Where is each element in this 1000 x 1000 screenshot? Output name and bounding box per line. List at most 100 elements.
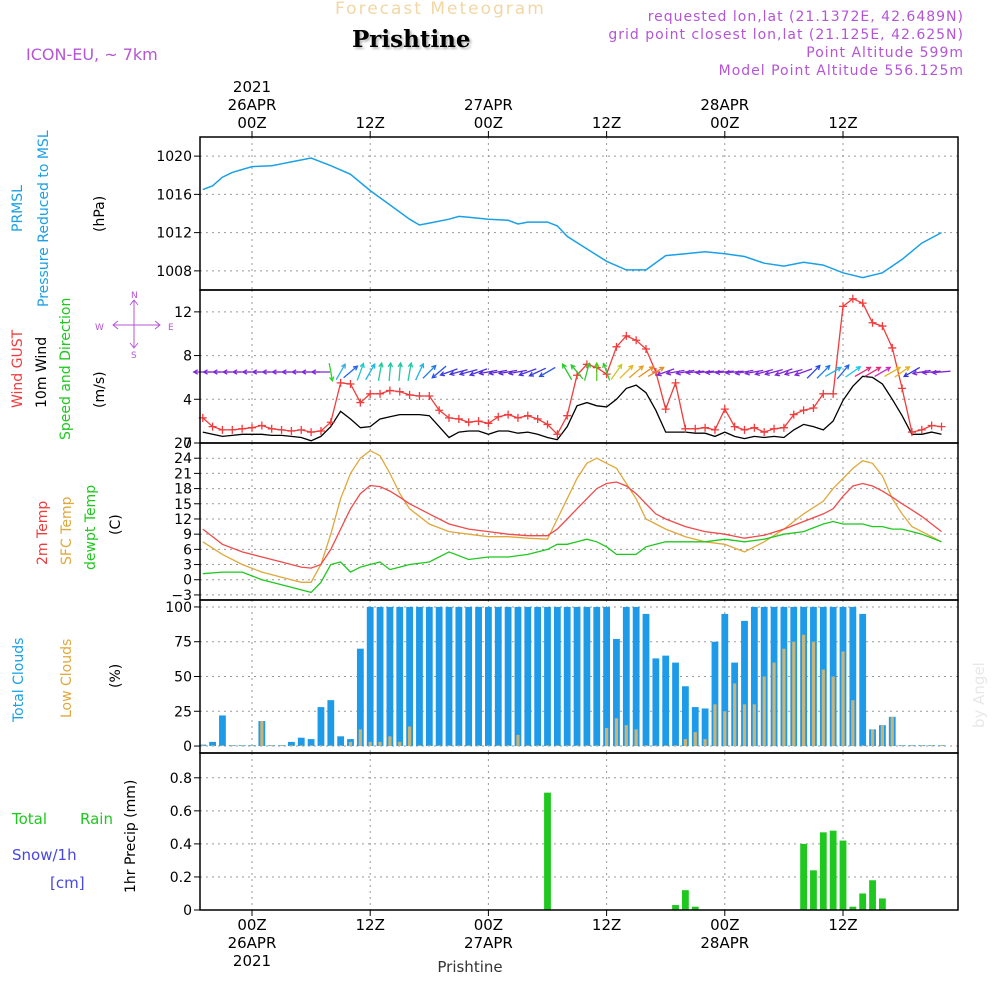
low-cloud-bar bbox=[201, 745, 205, 747]
wind-arrow-head bbox=[911, 370, 918, 376]
gust-point bbox=[277, 425, 286, 434]
gust-point bbox=[671, 378, 680, 387]
y-tick-label: 3 bbox=[183, 558, 192, 574]
low-cloud-bar bbox=[605, 727, 609, 747]
low-cloud-bar bbox=[742, 704, 747, 747]
wind-arrow-head bbox=[538, 372, 545, 378]
compass-n: N bbox=[131, 291, 138, 301]
wind-arrow-icon bbox=[448, 369, 468, 376]
wind-arrow-shaft bbox=[775, 368, 793, 376]
wind-arrow-shaft bbox=[431, 365, 447, 379]
time-label-bottom: 00Z bbox=[237, 916, 266, 934]
low-cloud-bar bbox=[831, 676, 835, 747]
low-cloud-bar bbox=[920, 745, 924, 747]
time-label-bottom: 12Z bbox=[592, 916, 621, 934]
wind-arrow-shaft bbox=[765, 369, 783, 375]
wind-arrow-head bbox=[468, 371, 475, 377]
wind-arrow-icon bbox=[874, 366, 892, 378]
wind-arrow-icon bbox=[570, 364, 584, 380]
low-cloud-bar bbox=[624, 725, 628, 747]
credit-watermark: by Angel bbox=[970, 662, 988, 728]
wind-arrow-icon bbox=[431, 365, 447, 379]
wind-arrow-head bbox=[602, 362, 608, 369]
total-cloud-bar bbox=[386, 606, 394, 747]
total-cloud-bar bbox=[524, 606, 532, 747]
wind-arrow-icon bbox=[583, 361, 591, 381]
pressure-label-2: Pressure Reduced to MSL bbox=[36, 130, 52, 307]
wind-arrow-icon bbox=[422, 364, 437, 379]
gust-point bbox=[632, 336, 641, 345]
wind-arrow-shaft bbox=[666, 369, 685, 375]
low-cloud-bar bbox=[348, 741, 353, 747]
wind-arrow-icon bbox=[594, 361, 600, 381]
rain-label: Rain bbox=[80, 810, 113, 828]
wind-arrow-head bbox=[352, 365, 359, 371]
wind-arrow-shaft bbox=[903, 366, 921, 378]
total-label: Total bbox=[11, 810, 47, 828]
wind-arrow-icon bbox=[744, 369, 764, 376]
total-cloud-bar bbox=[593, 606, 601, 747]
low-cloud-bar bbox=[388, 736, 392, 747]
wind-arrow-icon bbox=[714, 369, 734, 376]
y-tick-label: 100 bbox=[165, 600, 192, 616]
wind-arrow-icon bbox=[610, 363, 623, 380]
time-label-top: 28APR bbox=[700, 96, 749, 114]
wind-arrow-head bbox=[734, 370, 741, 376]
gust-point bbox=[789, 410, 798, 419]
y-tick-label: 15 bbox=[174, 497, 192, 513]
low-cloud-bar bbox=[260, 721, 264, 747]
wind-arrow-icon bbox=[902, 366, 921, 378]
gust-point bbox=[208, 422, 217, 431]
wind-arrow-icon bbox=[724, 369, 744, 376]
wind-arrow-head bbox=[628, 364, 634, 371]
time-label-bottom: 26APR bbox=[228, 934, 277, 952]
low-cloud-bar bbox=[733, 683, 737, 747]
wind-arrow-head bbox=[518, 371, 524, 377]
y-tick-label: 1008 bbox=[156, 264, 192, 280]
wind-arrow-head bbox=[724, 369, 731, 376]
wind-arrow-shaft bbox=[562, 363, 573, 381]
temp-unit: (C) bbox=[108, 514, 124, 535]
wind-arrow-head bbox=[378, 361, 384, 368]
y-tick-label: 12 bbox=[174, 305, 192, 321]
wind-arrow-head bbox=[340, 362, 346, 369]
total-cloud-bar bbox=[406, 606, 413, 747]
low-cloud-bar bbox=[870, 729, 875, 747]
total-cloud-bar bbox=[711, 641, 719, 747]
compass-w: W bbox=[95, 323, 104, 333]
gust-point bbox=[395, 387, 404, 396]
low-cloud-bar bbox=[299, 745, 303, 747]
gust-point bbox=[819, 389, 828, 398]
gust-point bbox=[622, 331, 631, 340]
wind-arrow-head bbox=[815, 364, 821, 371]
wind-arrow-head bbox=[300, 369, 307, 375]
total-cloud-bar bbox=[750, 606, 758, 747]
gust-point bbox=[425, 392, 434, 401]
wind-arrow-icon bbox=[694, 369, 715, 376]
wind-arrow-icon bbox=[836, 364, 850, 380]
total-cloud-bar bbox=[691, 707, 699, 747]
wind-arrow-head bbox=[675, 370, 682, 376]
wind-arrow-head bbox=[370, 362, 376, 369]
wind-arrow-icon bbox=[497, 369, 518, 376]
low-cloud-bar bbox=[230, 745, 234, 747]
wind-arrow-shaft bbox=[874, 366, 891, 378]
gust-point bbox=[848, 294, 857, 303]
wind-arrow-icon bbox=[562, 362, 573, 381]
total-cloud-bar bbox=[435, 606, 443, 747]
low-cloud-bar bbox=[693, 732, 697, 747]
total-cloud-bar bbox=[613, 638, 620, 747]
wind-arrow-head bbox=[290, 369, 297, 375]
wind-arrow-head bbox=[431, 364, 437, 371]
low-cloud-bar bbox=[880, 725, 884, 747]
wind-arrow-icon bbox=[356, 362, 365, 381]
dewpt-line bbox=[202, 520, 942, 594]
total-cloud-bar bbox=[741, 620, 748, 747]
wind-arrow-shaft bbox=[755, 369, 774, 375]
gust-point bbox=[543, 420, 552, 429]
wind-arrow-icon bbox=[655, 368, 675, 377]
wind-arrow-icon bbox=[628, 365, 645, 379]
wind-label: 10m Wind bbox=[34, 337, 50, 408]
gust-point bbox=[799, 406, 808, 415]
